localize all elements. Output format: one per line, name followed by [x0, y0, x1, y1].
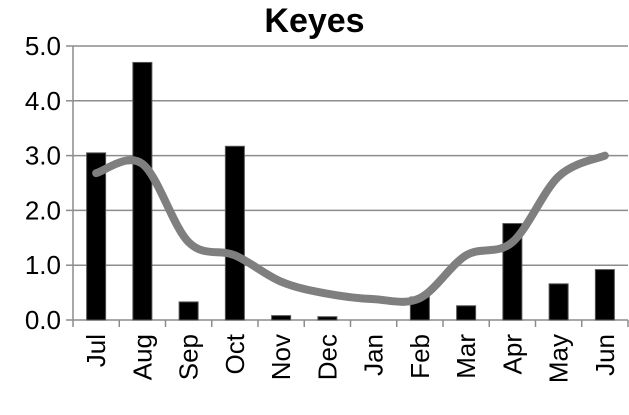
y-tick-label: 1.0 — [25, 250, 61, 280]
chart-title: Keyes — [264, 2, 365, 40]
bar-jun — [594, 269, 615, 321]
bar-dec — [317, 316, 338, 321]
bar-aug — [132, 61, 153, 321]
x-tick-label-jan: Jan — [359, 334, 389, 376]
x-tick-label-oct: Oct — [220, 333, 250, 374]
y-tick-label: 3.0 — [25, 141, 61, 171]
bar-nov — [271, 315, 292, 321]
bar-mar — [456, 305, 477, 321]
y-tick-label: 0.0 — [25, 305, 61, 335]
y-tick-label: 4.0 — [25, 86, 61, 116]
x-tick-label-may: May — [544, 334, 574, 383]
x-tick-label-jul: Jul — [81, 334, 111, 367]
bar-sep — [178, 301, 199, 321]
bar-may — [548, 283, 569, 321]
x-tick-label-jun: Jun — [590, 334, 620, 376]
x-tick-label-feb: Feb — [405, 334, 435, 379]
y-tick-label: 5.0 — [25, 31, 61, 61]
x-tick-label-nov: Nov — [266, 334, 296, 380]
x-tick-label-aug: Aug — [127, 334, 157, 380]
x-tick-label-apr: Apr — [497, 334, 527, 375]
x-tick-label-sep: Sep — [174, 334, 204, 380]
bar-oct — [224, 145, 245, 321]
series-line — [92, 151, 609, 306]
x-tick-label-mar: Mar — [451, 334, 481, 379]
y-tick-label: 2.0 — [25, 195, 61, 225]
bar-jul — [86, 152, 107, 321]
x-tick-label-dec: Dec — [312, 334, 342, 380]
